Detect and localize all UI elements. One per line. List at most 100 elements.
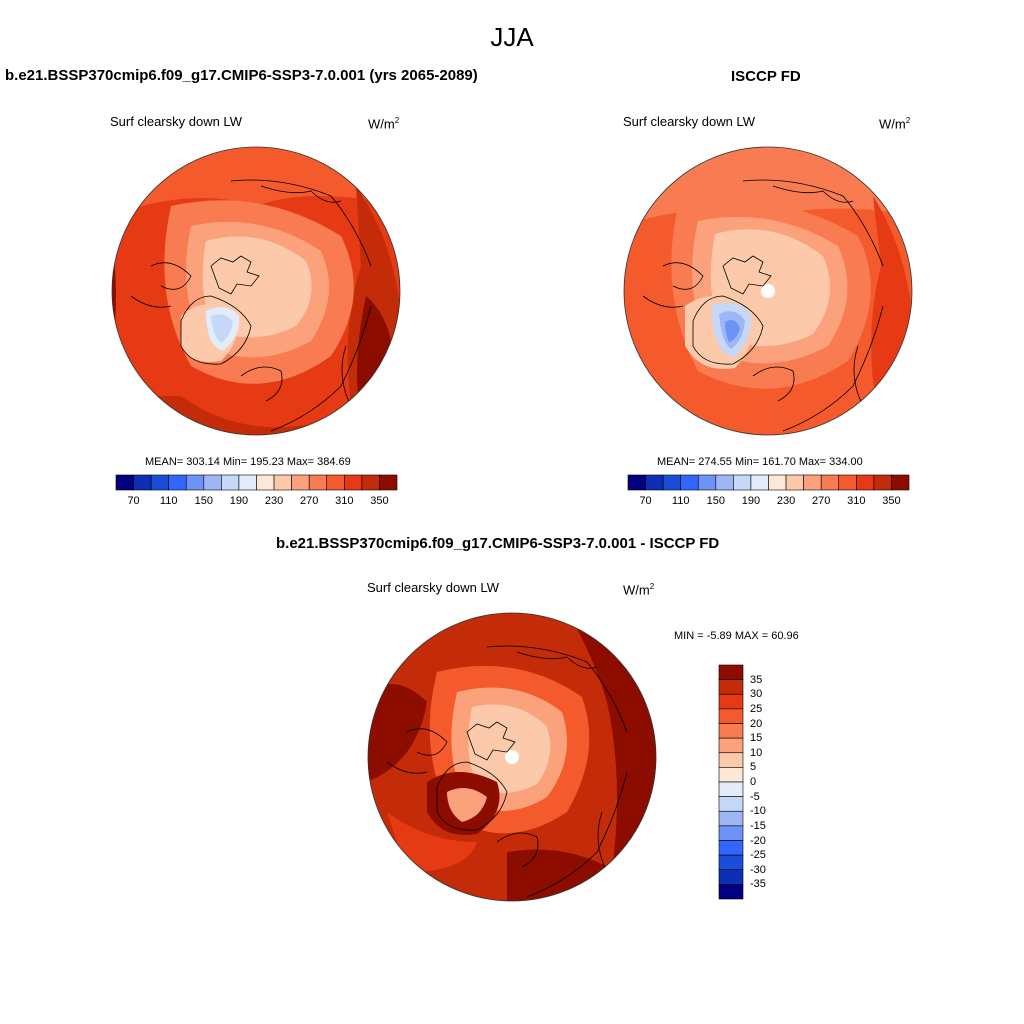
colorbar-swatch (718, 664, 744, 680)
colorbar-swatch (379, 474, 398, 491)
colorbar-swatch (291, 474, 310, 491)
colorbar-tick-label: 35 (750, 673, 763, 686)
colorbar-swatch (168, 474, 187, 491)
obs-polar-map (623, 146, 913, 436)
colorbar-swatch (718, 854, 744, 871)
diff-colorbar (718, 664, 744, 900)
colorbar-swatch (238, 474, 257, 491)
colorbar-swatch (715, 474, 734, 491)
colorbar-tick-label: 15 (750, 732, 763, 745)
colorbar-swatch (718, 781, 744, 797)
colorbar-tick-label: 10 (750, 746, 763, 759)
colorbar-swatch (891, 474, 910, 491)
diff-units: W/m2 (623, 582, 655, 598)
colorbar-tick-label: 25 (750, 702, 763, 715)
colorbar-tick-label: 270 (300, 495, 319, 507)
model-colorbar-ticks: 70 110 150 190 230 270 310 350 (116, 495, 397, 509)
colorbar-tick-label: -10 (750, 805, 766, 818)
diff-stats: MIN = -5.89 MAX = 60.96 (674, 630, 799, 642)
diff-panel-title: b.e21.BSSP370cmip6.f09_g17.CMIP6-SSP3-7.… (276, 535, 720, 552)
colorbar-swatch (185, 474, 205, 491)
model-polar-map (111, 146, 401, 436)
colorbar-swatch (645, 474, 664, 491)
colorbar-tick-label: -25 (750, 849, 766, 862)
obs-panel-title: ISCCP FD (731, 68, 801, 85)
colorbar-swatch (768, 474, 787, 491)
colorbar-tick-label: 350 (370, 495, 389, 507)
diff-colorbar-ticks: 35 30 25 20 15 10 5 0 -5 -10 -15 -20 -25 -30 -35 (750, 665, 790, 899)
colorbar-swatch (627, 474, 646, 491)
colorbar-swatch (326, 474, 345, 491)
colorbar-tick-label: 5 (750, 761, 757, 774)
colorbar-tick-label: -20 (750, 834, 766, 847)
colorbar-swatch (718, 825, 744, 841)
colorbar-swatch (718, 752, 744, 768)
obs-stats: MEAN= 274.55 Min= 161.70 Max= 334.00 (657, 456, 863, 468)
colorbar-swatch (838, 474, 857, 491)
colorbar-tick-label: -30 (750, 863, 766, 876)
colorbar-tick-label: 110 (159, 495, 178, 507)
colorbar-swatch (718, 708, 744, 724)
colorbar-swatch (750, 474, 769, 491)
colorbar-swatch (680, 474, 699, 491)
colorbar-tick-label: -5 (750, 790, 760, 803)
colorbar-swatch (221, 474, 240, 491)
colorbar-swatch (718, 737, 744, 754)
model-variable-label: Surf clearsky down LW (110, 114, 242, 129)
colorbar-swatch (115, 474, 134, 491)
colorbar-tick-label: 150 (706, 495, 725, 507)
figure-title: JJA (490, 22, 534, 52)
colorbar-tick-label: 20 (750, 717, 763, 730)
colorbar-tick-label: 30 (750, 688, 763, 701)
colorbar-swatch (273, 474, 292, 491)
colorbar-swatch (803, 474, 822, 491)
colorbar-swatch (718, 693, 744, 710)
colorbar-swatch (150, 474, 169, 491)
colorbar-tick-label: -15 (750, 819, 766, 832)
colorbar-tick-label: 310 (335, 495, 354, 507)
colorbar-swatch (718, 884, 744, 900)
diff-polar-map (367, 612, 657, 902)
obs-colorbar-ticks: 70 110 150 190 230 270 310 350 (628, 495, 909, 509)
colorbar-tick-label: 350 (882, 495, 901, 507)
colorbar-tick-label: 70 (639, 495, 652, 507)
colorbar-swatch (718, 796, 744, 812)
colorbar-tick-label: 190 (741, 495, 761, 507)
model-colorbar (115, 474, 398, 491)
obs-variable-label: Surf clearsky down LW (623, 114, 755, 129)
model-units: W/m2 (368, 116, 400, 132)
diff-variable-label: Surf clearsky down LW (367, 580, 499, 595)
colorbar-swatch (308, 474, 328, 491)
colorbar-tick-label: 190 (229, 495, 249, 507)
colorbar-swatch (873, 474, 892, 491)
model-stats: MEAN= 303.14 Min= 195.23 Max= 384.69 (145, 456, 351, 468)
colorbar-swatch (718, 723, 744, 739)
colorbar-swatch (133, 474, 152, 491)
colorbar-swatch (718, 810, 744, 827)
colorbar-swatch (718, 840, 744, 856)
colorbar-swatch (820, 474, 840, 491)
obs-units: W/m2 (879, 116, 911, 132)
colorbar-tick-label: 230 (264, 495, 284, 507)
colorbar-tick-label: 270 (812, 495, 831, 507)
colorbar-swatch (856, 474, 875, 491)
colorbar-swatch (697, 474, 717, 491)
colorbar-tick-label: 70 (127, 495, 140, 507)
colorbar-swatch (256, 474, 275, 491)
colorbar-swatch (361, 474, 380, 491)
colorbar-swatch (785, 474, 804, 491)
colorbar-swatch (203, 474, 222, 491)
colorbar-tick-label: -35 (750, 878, 766, 891)
model-panel-title: b.e21.BSSP370cmip6.f09_g17.CMIP6-SSP3-7.… (5, 67, 478, 84)
colorbar-tick-label: 110 (671, 495, 690, 507)
colorbar-tick-label: 150 (194, 495, 213, 507)
colorbar-swatch (344, 474, 363, 491)
colorbar-swatch (718, 767, 744, 783)
obs-colorbar (627, 474, 910, 491)
colorbar-tick-label: 230 (776, 495, 796, 507)
colorbar-swatch (718, 679, 744, 695)
colorbar-tick-label: 310 (847, 495, 866, 507)
colorbar-swatch (733, 474, 752, 491)
colorbar-swatch (662, 474, 681, 491)
colorbar-tick-label: 0 (750, 776, 757, 788)
